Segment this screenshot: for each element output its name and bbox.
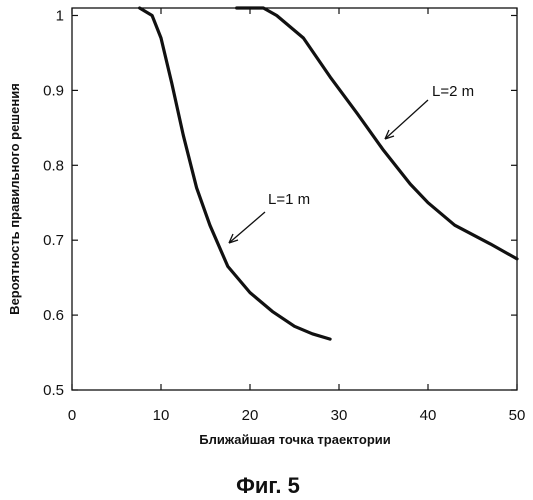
x-tick-label: 10 bbox=[153, 407, 170, 424]
series-lines bbox=[140, 8, 517, 339]
y-tick-labels: 0.5 0.6 0.7 0.8 0.9 1 bbox=[43, 7, 64, 399]
x-tick-labels: 0 10 20 30 40 50 bbox=[68, 407, 526, 424]
x-tick-label: 30 bbox=[331, 407, 348, 424]
annotation-label-l2: L=2 m bbox=[432, 83, 474, 100]
x-tick-label: 0 bbox=[68, 407, 76, 424]
y-tick-label: 0.9 bbox=[43, 82, 64, 99]
figure-caption: Фиг. 5 bbox=[236, 473, 300, 498]
y-axis-title: Вероятность правильного решения bbox=[7, 83, 22, 315]
annotation-label-l1: L=1 m bbox=[268, 191, 310, 208]
annotation-arrow-l1 bbox=[229, 212, 265, 243]
y-tick-label: 1 bbox=[56, 7, 64, 24]
x-tick-label: 40 bbox=[420, 407, 437, 424]
x-tick-label: 20 bbox=[242, 407, 259, 424]
y-tick-label: 0.8 bbox=[43, 157, 64, 174]
y-tick-label: 0.7 bbox=[43, 232, 64, 249]
x-tick-label: 50 bbox=[509, 407, 526, 424]
series-line-1 bbox=[140, 8, 331, 339]
y-tick-label: 0.5 bbox=[43, 382, 64, 399]
series-line-2 bbox=[237, 8, 517, 259]
x-axis-title: Ближайшая точка траектории bbox=[199, 432, 391, 447]
y-tick-label: 0.6 bbox=[43, 307, 64, 324]
annotation-arrow-l2 bbox=[385, 100, 428, 139]
